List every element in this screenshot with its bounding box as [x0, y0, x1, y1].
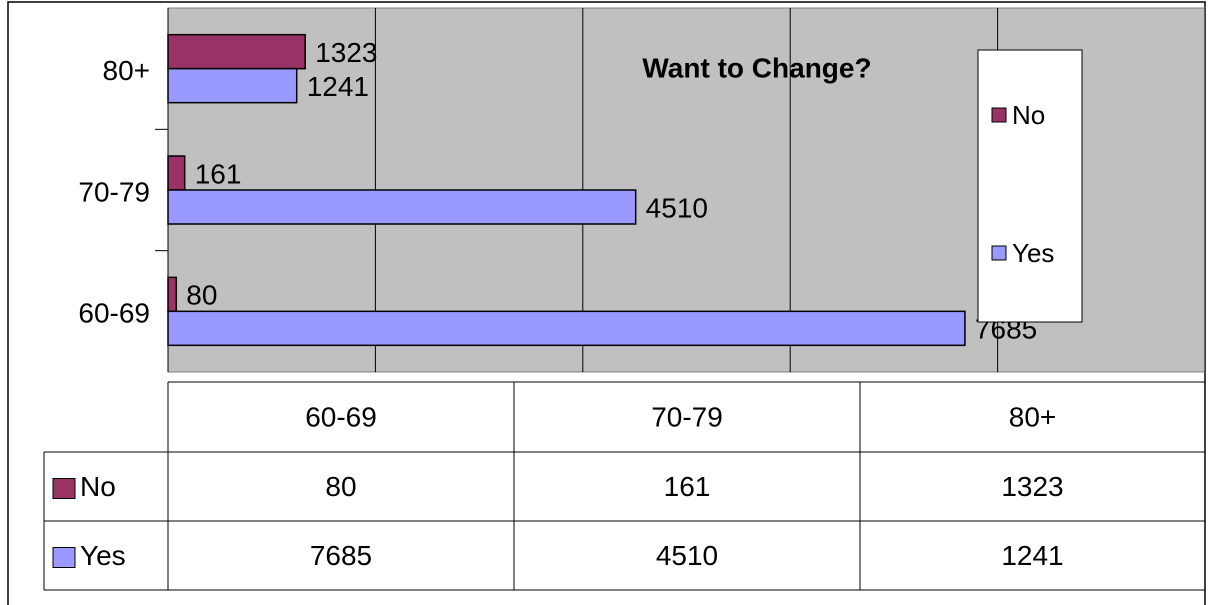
data-label: 161	[195, 158, 242, 189]
table-header: 80+	[1009, 401, 1057, 432]
legend-label: Yes	[1012, 238, 1054, 268]
legend-box	[977, 49, 1083, 323]
table-header: 70-79	[651, 401, 723, 432]
table-cell: 161	[664, 471, 711, 502]
bar	[167, 276, 178, 313]
y-tick-label: 70-79	[78, 176, 150, 207]
table-swatch	[52, 478, 76, 499]
data-label: 1241	[307, 71, 369, 102]
bar	[167, 155, 186, 191]
bar	[167, 189, 637, 225]
data-label: 80	[186, 280, 217, 311]
bar	[167, 33, 306, 70]
table-cell: 4510	[656, 540, 718, 571]
legend-swatch	[991, 245, 1007, 261]
bar	[167, 67, 298, 104]
bar	[167, 310, 966, 347]
legend-label: No	[1012, 100, 1045, 130]
table-header: 60-69	[305, 401, 377, 432]
table-row-label: No	[80, 471, 116, 502]
data-label: 4510	[646, 192, 708, 223]
table-cell: 7685	[310, 540, 372, 571]
table-cell: 1241	[1001, 540, 1063, 571]
legend-swatch	[991, 107, 1007, 123]
data-label: 1323	[315, 37, 377, 68]
chart-title: Want to Change?	[642, 52, 871, 83]
table-cell: 1323	[1001, 471, 1063, 502]
table-swatch	[52, 547, 76, 568]
y-tick-label: 60-69	[78, 298, 150, 329]
table-row-label: Yes	[80, 540, 126, 571]
table-cell: 80	[325, 471, 356, 502]
y-tick-label: 80+	[103, 55, 151, 86]
